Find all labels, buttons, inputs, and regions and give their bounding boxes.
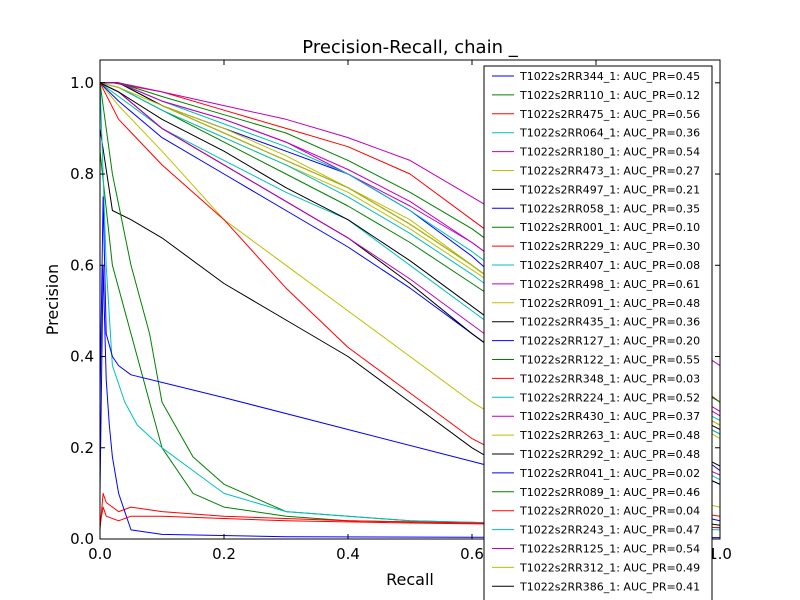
x-tick-label: 1.0 [708,545,732,563]
y-tick-label: 0.6 [70,256,94,274]
legend-entry: T1022s2RR407_1: AUC_PR=0.08 [519,259,700,272]
x-tick-label: 0.6 [460,545,484,563]
legend-entry: T1022s2RR125_1: AUC_PR=0.54 [519,543,700,556]
legend-entry: T1022s2RR041_1: AUC_PR=0.02 [519,467,700,480]
y-tick-label: 0.0 [70,530,94,548]
legend-entry: T1022s2RR243_1: AUC_PR=0.47 [519,524,700,537]
x-axis-label: Recall [386,570,434,589]
legend-entry: T1022s2RR110_1: AUC_PR=0.12 [519,89,700,102]
legend-entry: T1022s2RR091_1: AUC_PR=0.48 [519,297,700,310]
legend-entry: T1022s2RR089_1: AUC_PR=0.46 [519,486,700,499]
x-tick-label: 0.2 [212,545,236,563]
x-tick-label: 0.4 [336,545,360,563]
legend-entry: T1022s2RR127_1: AUC_PR=0.20 [519,335,700,348]
y-axis-label: Precision [43,264,62,335]
legend-entry: T1022s2RR430_1: AUC_PR=0.37 [519,410,700,423]
chart-title: Precision-Recall, chain _ [302,37,518,58]
legend-entry: T1022s2RR180_1: AUC_PR=0.54 [519,146,700,159]
y-tick-label: 0.8 [70,165,94,183]
x-tick-label: 0.0 [88,545,112,563]
legend-entry: T1022s2RR348_1: AUC_PR=0.03 [519,372,700,385]
legend-entry: T1022s2RR475_1: AUC_PR=0.56 [519,108,700,121]
legend-entry: T1022s2RR386_1: AUC_PR=0.41 [519,580,700,593]
legend-entry: T1022s2RR473_1: AUC_PR=0.27 [519,165,700,178]
legend-entry: T1022s2RR435_1: AUC_PR=0.36 [519,316,700,329]
legend-box [483,65,713,600]
y-tick-label: 1.0 [70,74,94,92]
legend-entry: T1022s2RR497_1: AUC_PR=0.21 [519,183,700,196]
legend-entry: T1022s2RR344_1: AUC_PR=0.45 [519,70,700,83]
y-tick-label: 0.2 [70,439,94,457]
legend-entry: T1022s2RR498_1: AUC_PR=0.61 [519,278,700,291]
legend-entry: T1022s2RR229_1: AUC_PR=0.30 [519,240,700,253]
legend-entry: T1022s2RR020_1: AUC_PR=0.04 [519,505,700,518]
legend-entry: T1022s2RR122_1: AUC_PR=0.55 [519,354,700,367]
legend-entry: T1022s2RR001_1: AUC_PR=0.10 [519,221,700,234]
y-tick-label: 0.4 [70,348,94,366]
legend-entry: T1022s2RR312_1: AUC_PR=0.49 [519,561,700,574]
legend-entry: T1022s2RR064_1: AUC_PR=0.36 [519,127,700,140]
legend-entry: T1022s2RR292_1: AUC_PR=0.48 [519,448,700,461]
plot-frame [99,59,721,540]
legend-entry: T1022s2RR263_1: AUC_PR=0.48 [519,429,700,442]
legend-entry: T1022s2RR058_1: AUC_PR=0.35 [519,202,700,215]
legend: T1022s2RR344_1: AUC_PR=0.45 T1022s2RR110_… [483,65,713,600]
legend-entry: T1022s2RR224_1: AUC_PR=0.52 [519,391,700,404]
series-line-11 [100,82,720,531]
